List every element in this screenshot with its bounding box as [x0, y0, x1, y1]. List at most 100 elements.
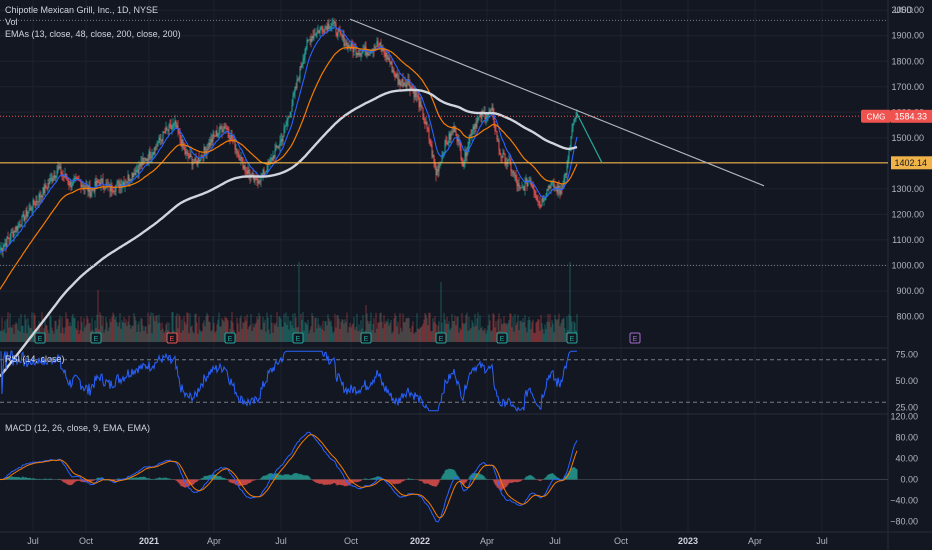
candle-body [201, 155, 203, 157]
macd-histogram-bar [266, 475, 268, 480]
macd-histogram-bar [564, 476, 566, 480]
candle-body [169, 124, 171, 126]
macd-histogram-bar [165, 477, 167, 480]
candle-body [198, 157, 200, 162]
candle-body [16, 226, 18, 231]
volume-bar [206, 312, 208, 342]
rsi-legend: RSI (14, close) [5, 354, 65, 364]
macd-histogram-bar [296, 473, 298, 480]
candle-body [383, 48, 385, 53]
macd-histogram-bar [453, 469, 455, 480]
candle-body [85, 185, 87, 188]
candle-body [529, 179, 531, 181]
candle-body [307, 39, 309, 41]
macd-histogram-bar [443, 473, 445, 480]
candle-body [297, 79, 299, 81]
volume-bar [253, 327, 255, 342]
candle-body [134, 173, 136, 175]
volume-bar [473, 326, 475, 342]
macd-histogram-bar [132, 477, 134, 480]
volume-bar [138, 321, 140, 342]
volume-bar [447, 324, 449, 342]
macd-histogram-bar [113, 479, 115, 482]
candle-body [327, 23, 329, 31]
candle-body [470, 134, 472, 136]
candle-body [258, 181, 260, 184]
time-tick-label: Apr [207, 536, 221, 546]
volume-bar [272, 332, 274, 342]
earnings-marker [496, 332, 508, 344]
candle-body [420, 101, 422, 107]
candle-body [151, 154, 153, 158]
volume-bar [310, 326, 312, 342]
volume-bar [403, 322, 405, 342]
candle-body [489, 110, 491, 112]
volume-bar [210, 331, 212, 342]
candle-body [376, 40, 378, 47]
rsi-line [0, 350, 577, 412]
macd-histogram-bar [254, 479, 256, 481]
macd-histogram-bar [430, 479, 432, 486]
macd-histogram-bar [202, 477, 204, 480]
macd-histogram-bar [527, 475, 529, 480]
candle-body [236, 148, 238, 153]
candle-body [230, 134, 232, 140]
candle-body [215, 130, 217, 137]
macd-histogram-bar [190, 479, 192, 485]
macd-histogram-bar [186, 479, 188, 487]
candle-body [434, 162, 436, 168]
volume-bar [48, 333, 50, 342]
candle-body [384, 52, 386, 57]
macd-histogram-bar [64, 479, 66, 483]
candle-body [320, 27, 322, 29]
volume-bar [420, 327, 422, 342]
candle-body [153, 152, 155, 155]
volume-bar [232, 322, 234, 342]
candle-body [496, 130, 498, 140]
macd-histogram-bar [503, 479, 505, 488]
candle-body [34, 204, 36, 206]
volume-bar [418, 329, 420, 342]
volume-bar [360, 320, 362, 342]
macd-histogram-bar [96, 477, 98, 480]
candle-body [430, 144, 432, 146]
volume-bar [119, 313, 121, 342]
macd-tick-label: 40.00 [895, 454, 918, 464]
macd-histogram-bar [14, 477, 16, 480]
candle-body [377, 40, 379, 44]
volume-bar [217, 319, 219, 342]
candle-body [509, 159, 511, 164]
candle-body [90, 191, 92, 197]
time-axis[interactable]: Jul Oct 2021 Apr Jul Oct 2022 Apr Jul Oct 2023 Apr J… [27, 536, 828, 546]
macd-histogram-bar [462, 479, 464, 486]
candle-body [154, 147, 156, 155]
macd-histogram-bar [156, 478, 158, 480]
volume-bar [455, 325, 457, 342]
volume-bar [343, 323, 345, 342]
volume-bar [388, 325, 390, 342]
macd-histogram-bar [292, 473, 294, 480]
candle-body [393, 70, 395, 74]
volume-bar [245, 320, 247, 342]
macd-histogram-bar [336, 479, 338, 486]
macd-histogram-bar [84, 479, 86, 483]
macd-histogram-bar [504, 479, 506, 488]
macd-histogram-bar [460, 479, 462, 482]
candle-body [348, 44, 350, 48]
volume-bar [549, 314, 551, 342]
volume-bar [304, 321, 306, 342]
macd-histogram-bar [560, 478, 562, 480]
macd-histogram-bar [318, 479, 320, 484]
candle-body [211, 138, 213, 142]
candle-body [218, 132, 220, 134]
macd-histogram-bar [461, 479, 463, 484]
volume-bar [519, 320, 521, 342]
macd-histogram-bar [550, 473, 552, 480]
macd-histogram-bar [75, 479, 77, 482]
candle-body [194, 158, 196, 163]
macd-histogram-bar [574, 467, 576, 480]
candle-body [416, 95, 418, 97]
candle-body [573, 119, 575, 125]
candle-body [459, 141, 461, 149]
